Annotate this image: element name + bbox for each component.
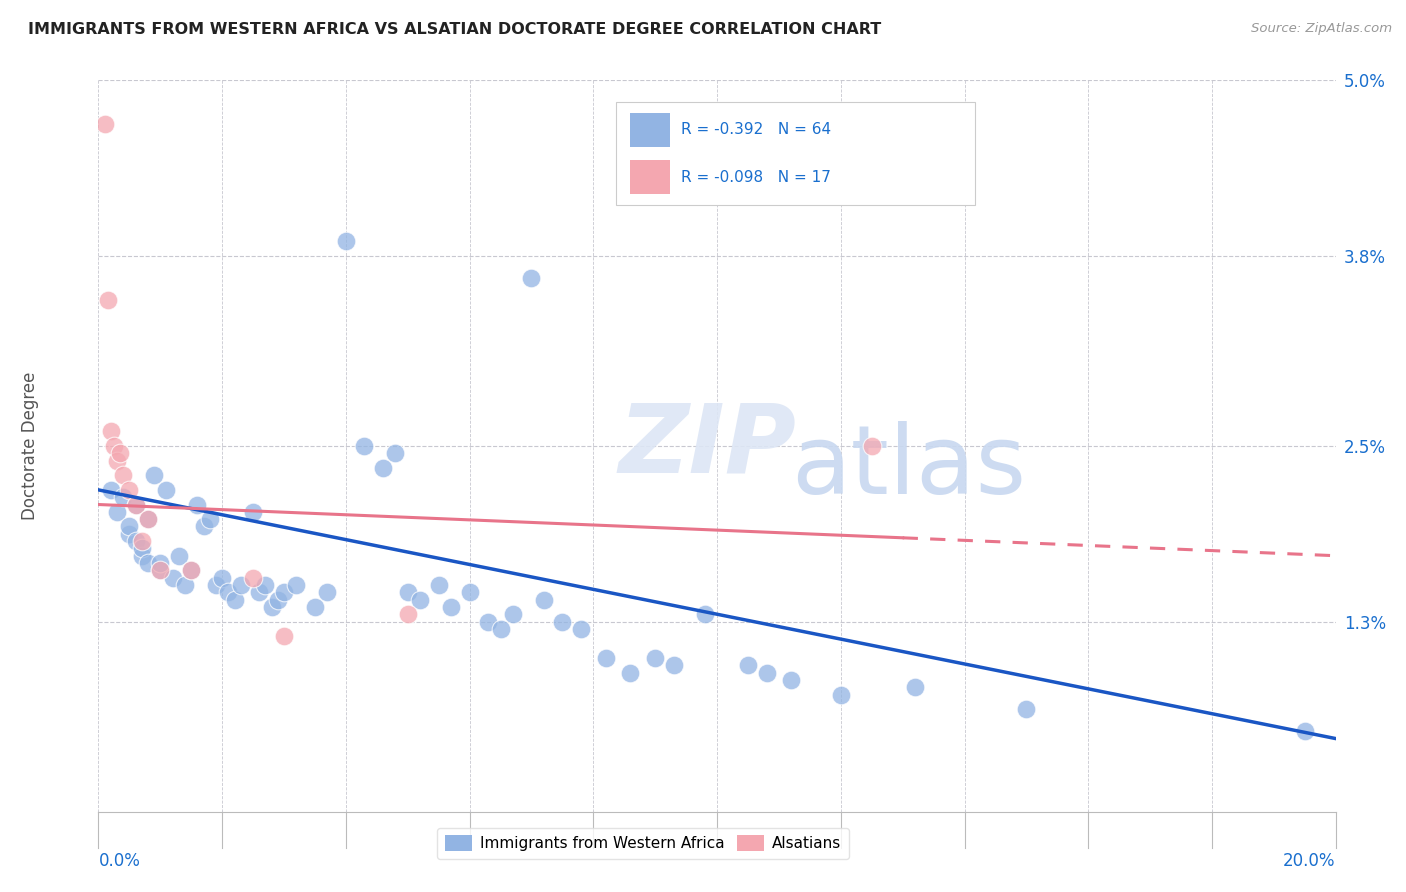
Point bbox=[409, 592, 432, 607]
Point bbox=[118, 526, 141, 541]
Point bbox=[273, 629, 295, 643]
Point bbox=[396, 585, 419, 599]
Point bbox=[211, 571, 233, 585]
Point bbox=[693, 607, 716, 622]
Point bbox=[595, 651, 617, 665]
Point bbox=[1294, 724, 1316, 739]
Point bbox=[149, 563, 172, 577]
Text: IMMIGRANTS FROM WESTERN AFRICA VS ALSATIAN DOCTORATE DEGREE CORRELATION CHART: IMMIGRANTS FROM WESTERN AFRICA VS ALSATI… bbox=[28, 22, 882, 37]
Point bbox=[737, 658, 759, 673]
Point bbox=[644, 651, 666, 665]
Point bbox=[131, 541, 153, 556]
Point bbox=[149, 563, 172, 577]
Legend: Immigrants from Western Africa, Alsatians: Immigrants from Western Africa, Alsatian… bbox=[437, 828, 849, 859]
Point bbox=[118, 519, 141, 533]
Point bbox=[755, 665, 778, 680]
Point bbox=[118, 483, 141, 497]
Point bbox=[242, 571, 264, 585]
Point bbox=[260, 599, 283, 614]
Point bbox=[551, 615, 574, 629]
Point bbox=[103, 439, 125, 453]
Point bbox=[131, 549, 153, 563]
Point bbox=[136, 512, 159, 526]
Point bbox=[100, 483, 122, 497]
Point bbox=[174, 578, 197, 592]
Point bbox=[384, 446, 406, 460]
Text: R = -0.098   N = 17: R = -0.098 N = 17 bbox=[681, 169, 831, 185]
Point bbox=[396, 607, 419, 622]
Text: 0.0%: 0.0% bbox=[98, 852, 141, 870]
Point bbox=[569, 622, 592, 636]
Point bbox=[124, 498, 146, 512]
Point bbox=[224, 592, 246, 607]
Point bbox=[205, 578, 228, 592]
Point bbox=[1015, 702, 1038, 716]
Point bbox=[247, 585, 270, 599]
Point bbox=[904, 681, 927, 695]
Point bbox=[440, 599, 463, 614]
Point bbox=[217, 585, 239, 599]
Point bbox=[180, 563, 202, 577]
Text: Source: ZipAtlas.com: Source: ZipAtlas.com bbox=[1251, 22, 1392, 36]
Point bbox=[489, 622, 512, 636]
Point bbox=[186, 498, 208, 512]
Point bbox=[242, 505, 264, 519]
Point bbox=[112, 468, 135, 483]
Point bbox=[149, 556, 172, 570]
Point bbox=[93, 117, 115, 131]
Text: Doctorate Degree: Doctorate Degree bbox=[21, 372, 39, 520]
Text: atlas: atlas bbox=[792, 421, 1026, 515]
Point bbox=[180, 563, 202, 577]
Point bbox=[520, 270, 543, 285]
Point bbox=[108, 446, 131, 460]
Point bbox=[860, 439, 883, 453]
Point bbox=[155, 483, 177, 497]
Point bbox=[304, 599, 326, 614]
Point bbox=[112, 490, 135, 504]
Point bbox=[198, 512, 221, 526]
Point bbox=[167, 549, 190, 563]
Point bbox=[124, 498, 146, 512]
Point bbox=[619, 665, 641, 680]
Point bbox=[131, 534, 153, 549]
Point bbox=[477, 615, 499, 629]
Text: R = -0.392   N = 64: R = -0.392 N = 64 bbox=[681, 122, 831, 137]
Point bbox=[780, 673, 803, 687]
Point bbox=[143, 468, 166, 483]
Point bbox=[830, 688, 852, 702]
Point bbox=[273, 585, 295, 599]
Point bbox=[371, 461, 394, 475]
Point bbox=[458, 585, 481, 599]
Point bbox=[97, 293, 120, 307]
Point bbox=[229, 578, 252, 592]
Point bbox=[105, 453, 128, 467]
Point bbox=[662, 658, 685, 673]
Point bbox=[105, 505, 128, 519]
Point bbox=[162, 571, 184, 585]
Point bbox=[193, 519, 215, 533]
Point bbox=[502, 607, 524, 622]
Point bbox=[267, 592, 290, 607]
Point bbox=[100, 425, 122, 439]
Text: 20.0%: 20.0% bbox=[1284, 852, 1336, 870]
Point bbox=[533, 592, 555, 607]
Point bbox=[136, 556, 159, 570]
Point bbox=[353, 439, 375, 453]
Point bbox=[285, 578, 308, 592]
Point bbox=[124, 534, 146, 549]
Text: ZIP: ZIP bbox=[619, 400, 796, 492]
Point bbox=[136, 512, 159, 526]
Point bbox=[335, 234, 357, 248]
Point bbox=[427, 578, 450, 592]
Point bbox=[254, 578, 277, 592]
Point bbox=[316, 585, 339, 599]
